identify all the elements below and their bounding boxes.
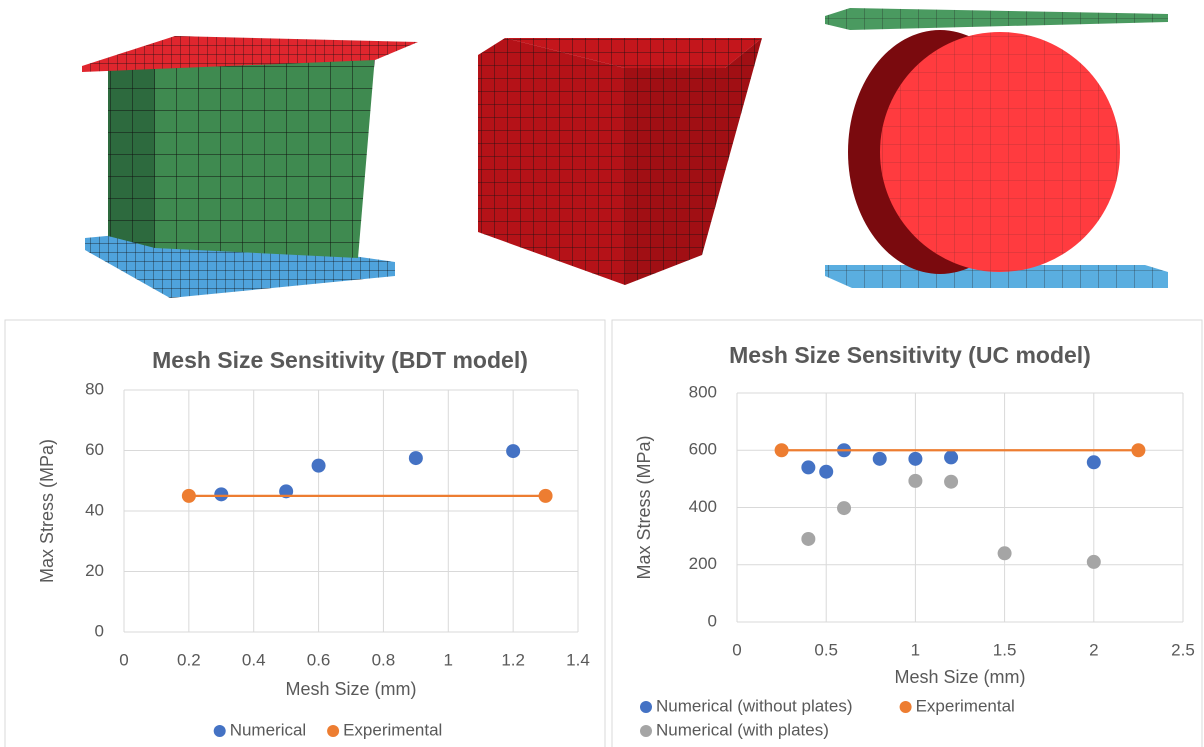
- data-point: [1087, 555, 1101, 569]
- x-tick-label: 0.5: [814, 640, 838, 659]
- legend-marker: [214, 725, 226, 737]
- legend-label: Numerical: [230, 720, 307, 739]
- data-point: [312, 459, 326, 473]
- legend-label: Experimental: [343, 720, 442, 739]
- legend-marker: [327, 725, 339, 737]
- data-point: [182, 489, 196, 503]
- x-axis-label: Mesh Size (mm): [285, 679, 416, 699]
- x-tick-label: 1.2: [501, 650, 525, 669]
- x-tick-label: 0: [732, 640, 741, 659]
- data-point: [998, 546, 1012, 560]
- mesh-cube: [478, 38, 762, 285]
- data-point: [1087, 455, 1101, 469]
- x-tick-label: 0.4: [242, 650, 266, 669]
- y-tick-label: 80: [85, 379, 104, 398]
- data-point: [801, 460, 815, 474]
- legend-label: Experimental: [916, 696, 1015, 715]
- y-axis-label: Max Stress (MPa): [37, 439, 57, 583]
- x-tick-label: 2.5: [1171, 640, 1195, 659]
- data-point: [819, 465, 833, 479]
- data-point: [944, 450, 958, 464]
- data-point: [539, 489, 553, 503]
- y-tick-label: 40: [85, 500, 104, 519]
- x-tick-label: 1.5: [993, 640, 1017, 659]
- y-tick-label: 60: [85, 440, 104, 459]
- mesh-bdt-model: [82, 36, 418, 298]
- legend-marker: [640, 725, 652, 737]
- x-tick-label: 0: [119, 650, 128, 669]
- x-tick-label: 2: [1089, 640, 1098, 659]
- y-tick-label: 600: [689, 440, 717, 459]
- y-tick-label: 20: [85, 561, 104, 580]
- x-tick-label: 0.8: [372, 650, 396, 669]
- data-point: [908, 452, 922, 466]
- legend-marker: [900, 701, 912, 713]
- y-tick-label: 400: [689, 497, 717, 516]
- x-tick-label: 0.2: [177, 650, 201, 669]
- legend-label: Numerical (with plates): [656, 720, 829, 739]
- legend-marker: [640, 701, 652, 713]
- x-tick-label: 0.6: [307, 650, 331, 669]
- y-tick-label: 800: [689, 382, 717, 401]
- x-tick-label: 1.4: [566, 650, 590, 669]
- y-tick-label: 0: [95, 621, 104, 640]
- data-point: [409, 451, 423, 465]
- data-point: [506, 444, 520, 458]
- data-point: [837, 501, 851, 515]
- x-tick-label: 1: [444, 650, 453, 669]
- data-point: [214, 487, 228, 501]
- y-axis-label: Max Stress (MPa): [634, 435, 654, 579]
- y-tick-label: 200: [689, 554, 717, 573]
- x-axis-label: Mesh Size (mm): [894, 667, 1025, 687]
- data-point: [873, 452, 887, 466]
- x-tick-label: 1: [911, 640, 920, 659]
- data-point: [944, 475, 958, 489]
- legend-label: Numerical (without plates): [656, 696, 853, 715]
- data-point: [801, 532, 815, 546]
- chart-title: Mesh Size Sensitivity (BDT model): [152, 347, 528, 373]
- chart-title: Mesh Size Sensitivity (UC model): [729, 342, 1091, 368]
- data-point: [1131, 443, 1145, 457]
- data-point: [908, 474, 922, 488]
- figure: Mesh Size Sensitivity (BDT model)0204060…: [0, 0, 1204, 747]
- data-point: [775, 443, 789, 457]
- mesh-uc-model: [825, 8, 1168, 288]
- y-tick-label: 0: [708, 611, 717, 630]
